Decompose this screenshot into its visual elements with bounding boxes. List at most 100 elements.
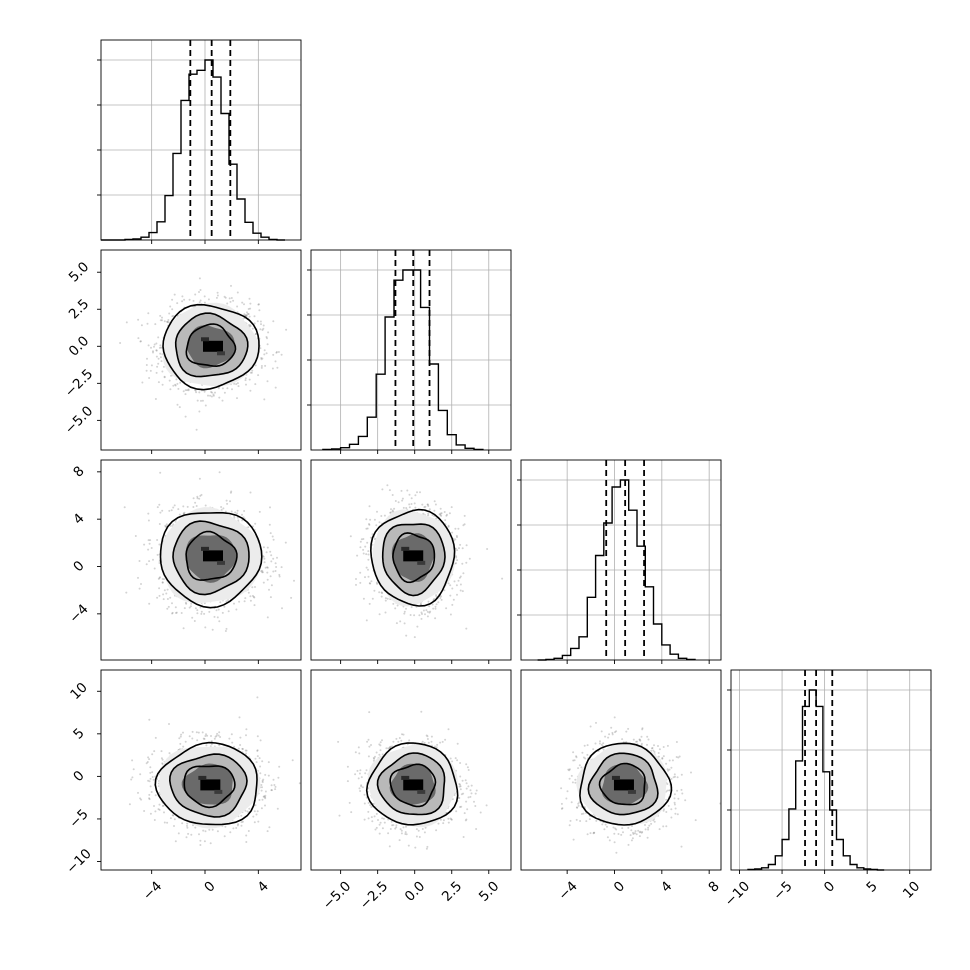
sample-point <box>261 357 264 360</box>
sample-point <box>384 611 387 614</box>
sample-point <box>266 343 269 346</box>
sample-point <box>223 295 226 298</box>
sample-point <box>459 589 462 592</box>
sample-point <box>414 506 417 509</box>
sample-point <box>266 578 269 581</box>
sample-point <box>421 613 423 615</box>
sample-point <box>147 344 150 347</box>
sample-point <box>449 613 452 616</box>
sample-point <box>169 388 172 391</box>
sample-point <box>171 602 173 605</box>
sample-point <box>459 543 462 546</box>
sample-point <box>253 604 256 607</box>
sample-point <box>237 385 240 388</box>
sample-point <box>227 599 230 602</box>
sample-point <box>156 506 159 509</box>
sample-point <box>362 597 365 600</box>
sample-point <box>165 592 168 595</box>
sample-point <box>196 497 199 500</box>
sample-point <box>158 543 161 546</box>
sample-point <box>155 342 158 345</box>
sample-point <box>221 387 224 390</box>
sample-point <box>462 524 465 527</box>
sample-point <box>440 598 443 601</box>
sample-point <box>155 349 158 352</box>
sample-point <box>153 567 156 570</box>
sample-point <box>225 627 228 630</box>
sample-point <box>215 609 218 612</box>
sample-point <box>169 524 172 527</box>
sample-point <box>447 582 450 585</box>
sample-point <box>243 303 245 306</box>
sample-point <box>259 320 262 323</box>
sample-point <box>175 611 178 614</box>
hist-panel-2 <box>517 459 722 661</box>
sample-point <box>249 302 252 305</box>
sample-point <box>238 600 241 603</box>
sample-point <box>248 324 250 326</box>
density-peak <box>401 546 410 551</box>
sample-point <box>147 519 150 522</box>
sample-point <box>161 319 163 322</box>
sample-point <box>448 512 451 515</box>
sample-point <box>259 328 262 331</box>
sample-point <box>183 298 186 301</box>
sample-point <box>366 527 369 530</box>
sample-point <box>220 506 223 508</box>
sample-point <box>433 509 436 512</box>
sample-point <box>450 506 453 509</box>
contour-line <box>162 303 260 391</box>
sample-point <box>229 500 231 503</box>
sample-point <box>216 294 219 297</box>
sample-point <box>428 605 431 608</box>
sample-point <box>181 300 184 303</box>
sample-point <box>248 297 251 300</box>
sample-point <box>237 519 240 522</box>
sample-point <box>394 607 397 610</box>
sample-point <box>457 527 460 530</box>
sample-point <box>380 515 383 517</box>
sample-point <box>405 634 408 637</box>
panel-frame <box>100 39 302 241</box>
sample-point <box>192 299 195 302</box>
sample-point <box>396 604 399 607</box>
sample-point <box>261 779 264 782</box>
sample-point <box>171 315 174 318</box>
sample-point <box>234 511 237 514</box>
sample-point <box>167 321 170 324</box>
sample-point <box>203 295 206 298</box>
sample-point <box>259 347 262 350</box>
sample-point <box>272 320 275 323</box>
sample-point <box>153 819 156 821</box>
sample-point <box>431 603 434 606</box>
sample-point <box>137 337 140 340</box>
sample-point <box>213 615 216 618</box>
sample-point <box>210 743 213 746</box>
sample-point <box>147 539 150 542</box>
sample-point <box>440 514 443 517</box>
sample-point <box>451 531 454 534</box>
sample-point <box>165 523 168 526</box>
sample-point <box>355 578 357 580</box>
sample-point <box>183 607 186 610</box>
sample-point <box>359 571 362 574</box>
sample-point <box>422 609 425 612</box>
sample-point <box>159 356 162 359</box>
sample-point <box>166 588 169 591</box>
sample-point <box>143 543 146 546</box>
sample-point <box>435 595 438 598</box>
sample-point <box>155 349 158 352</box>
sample-point <box>373 518 376 521</box>
sample-point <box>173 504 176 507</box>
sample-point <box>443 589 446 592</box>
sample-point <box>284 541 287 544</box>
sample-point <box>233 516 236 519</box>
sample-point <box>157 362 160 365</box>
sample-point <box>171 308 174 311</box>
sample-point <box>198 277 201 280</box>
sample-point <box>161 370 164 373</box>
sample-point <box>272 570 275 573</box>
sample-point <box>408 503 411 506</box>
sample-point <box>367 553 370 556</box>
sample-point <box>195 505 198 507</box>
